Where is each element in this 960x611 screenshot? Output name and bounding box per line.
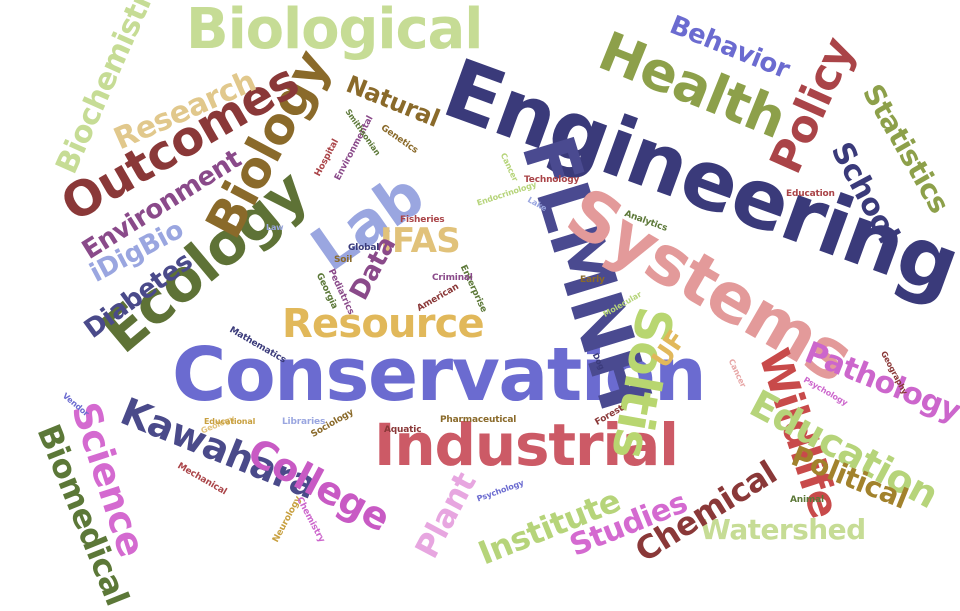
word-conservation: Conservation — [172, 332, 707, 418]
word-genetics: Genetics — [378, 123, 420, 156]
word-educational: Educational — [204, 417, 256, 426]
word-resource: Resource — [282, 301, 485, 347]
word-aquatic: Aquatic — [384, 425, 422, 435]
word-psychology: Psychology — [475, 478, 525, 504]
word-pharmaceutical: Pharmaceutical — [440, 415, 517, 425]
word-cancer-2: Cancer — [726, 357, 748, 389]
word-libraries: Libraries — [282, 417, 326, 427]
word-early: Early — [580, 275, 605, 285]
word-technology: Technology — [524, 175, 580, 185]
word-soil: Soil — [334, 255, 353, 265]
word-criminal: Criminal — [432, 273, 473, 283]
word-fisheries: Fisheries — [400, 215, 445, 225]
word-global: Global — [348, 243, 380, 253]
word-plant: Plant — [407, 466, 484, 565]
word-biological: Biological — [186, 0, 483, 62]
word-watershed: Watershed — [700, 513, 866, 546]
word-law: Law — [266, 223, 284, 232]
word-industrial: Industrial — [374, 411, 679, 479]
word-animal: Animal — [790, 495, 824, 505]
word-ifas: IFAS — [380, 221, 461, 261]
word-education-small: Education — [786, 189, 835, 199]
